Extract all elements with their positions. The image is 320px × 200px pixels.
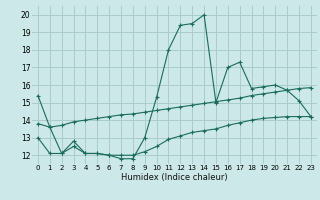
X-axis label: Humidex (Indice chaleur): Humidex (Indice chaleur)	[121, 173, 228, 182]
